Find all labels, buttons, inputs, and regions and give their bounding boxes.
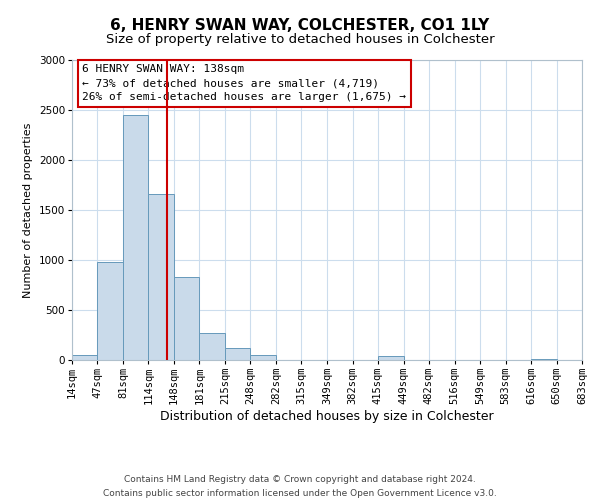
Bar — [174, 277, 199, 360]
Bar — [123, 115, 148, 360]
X-axis label: Distribution of detached houses by size in Colchester: Distribution of detached houses by size … — [160, 410, 494, 423]
Text: Size of property relative to detached houses in Colchester: Size of property relative to detached ho… — [106, 32, 494, 46]
Bar — [97, 262, 123, 360]
Bar — [72, 354, 97, 360]
Bar — [148, 194, 174, 360]
Bar — [225, 348, 250, 360]
Bar — [250, 355, 277, 360]
Bar — [199, 333, 225, 360]
Text: Contains HM Land Registry data © Crown copyright and database right 2024.
Contai: Contains HM Land Registry data © Crown c… — [103, 476, 497, 498]
Text: 6 HENRY SWAN WAY: 138sqm
← 73% of detached houses are smaller (4,719)
26% of sem: 6 HENRY SWAN WAY: 138sqm ← 73% of detach… — [82, 64, 406, 102]
Bar — [377, 356, 404, 360]
Y-axis label: Number of detached properties: Number of detached properties — [23, 122, 33, 298]
Text: 6, HENRY SWAN WAY, COLCHESTER, CO1 1LY: 6, HENRY SWAN WAY, COLCHESTER, CO1 1LY — [110, 18, 490, 32]
Bar — [531, 359, 557, 360]
